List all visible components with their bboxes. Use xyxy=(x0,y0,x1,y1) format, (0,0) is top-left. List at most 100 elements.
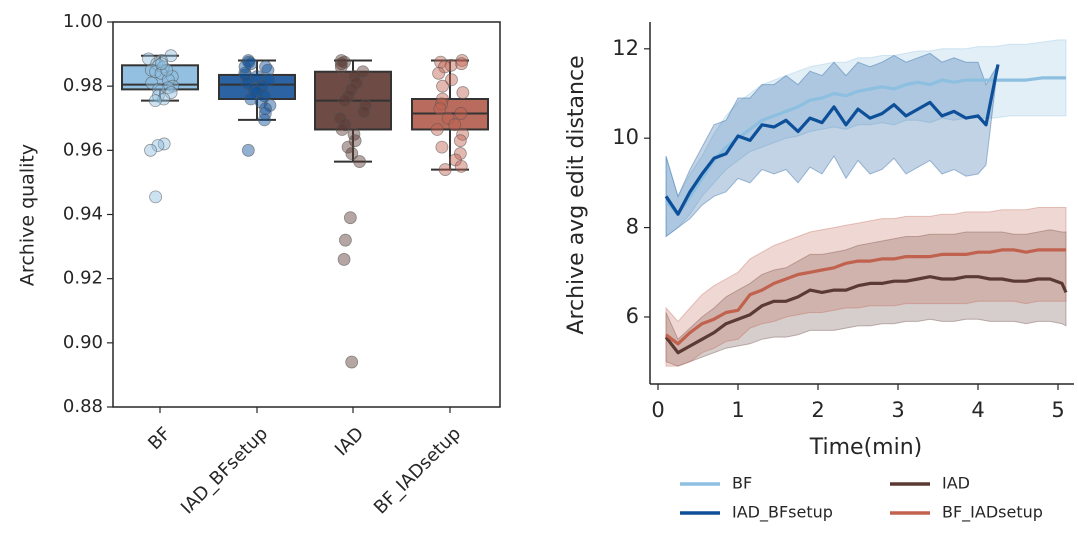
legend-label: BF xyxy=(732,474,752,493)
data-point xyxy=(157,92,171,106)
x-tick-label: BF xyxy=(144,423,175,454)
y-tick-label: 10 xyxy=(612,125,639,149)
data-point xyxy=(144,143,157,157)
right-x-axis-label: Time(min) xyxy=(809,435,923,460)
data-point xyxy=(241,143,255,157)
x-tick-label: 1 xyxy=(731,398,744,422)
y-tick-label: 0.98 xyxy=(63,75,103,96)
x-tick-label: BF_IADsetup xyxy=(370,423,465,518)
legend-entry-BF_IADsetup: BF_IADsetup xyxy=(890,503,1043,523)
data-point xyxy=(350,76,363,90)
legend-label: IAD_BFsetup xyxy=(732,503,833,523)
data-point xyxy=(433,102,447,116)
data-point xyxy=(356,65,370,79)
data-point xyxy=(335,123,349,136)
data-point xyxy=(455,57,468,71)
series-line-BF_IADsetup xyxy=(665,248,1066,346)
y-tick-label: 0.88 xyxy=(63,396,103,417)
y-tick-label: 8 xyxy=(626,215,639,239)
data-point xyxy=(454,107,468,120)
y-tick-label: 0.92 xyxy=(63,268,103,289)
y-tick-label: 1.00 xyxy=(63,11,103,32)
x-tick-label: 2 xyxy=(811,398,824,422)
data-point xyxy=(244,57,258,71)
data-point xyxy=(334,57,348,71)
data-point xyxy=(151,139,165,152)
data-point xyxy=(453,147,467,160)
ci-band-BF xyxy=(665,39,1067,238)
data-point xyxy=(430,123,444,136)
x-tick-label: IAD xyxy=(331,423,368,460)
data-point xyxy=(337,253,351,266)
data-point xyxy=(244,92,258,106)
data-point xyxy=(343,211,357,225)
series-line-BF xyxy=(664,76,1066,216)
legend-entry-BF: BF xyxy=(680,474,752,493)
ci-band-BF_IADsetup xyxy=(665,207,1067,367)
data-point xyxy=(454,159,468,173)
data-point xyxy=(436,92,449,106)
data-point xyxy=(453,134,467,148)
right-y-axis-label: Archive avg edit distance xyxy=(564,55,589,334)
box-BF_IADsetup xyxy=(411,54,489,176)
data-point xyxy=(164,86,178,99)
x-tick-label: 3 xyxy=(891,398,904,422)
left-y-axis-label: Archive quality xyxy=(17,144,39,286)
data-point xyxy=(262,73,276,87)
data-point xyxy=(261,63,275,77)
y-tick-label: 0.90 xyxy=(63,332,103,353)
data-point xyxy=(258,107,272,120)
data-point xyxy=(149,190,162,204)
data-point xyxy=(353,155,366,168)
data-point xyxy=(432,66,445,80)
data-point xyxy=(448,118,462,132)
data-point xyxy=(238,60,252,74)
legend-label: IAD xyxy=(942,474,970,493)
box-IAD_BFsetup xyxy=(218,54,296,157)
data-point xyxy=(145,76,159,90)
legend-entry-IAD: IAD xyxy=(890,474,970,493)
data-point xyxy=(258,113,271,127)
x-tick-label: 4 xyxy=(971,398,984,422)
x-tick-label: 5 xyxy=(1051,398,1064,422)
x-tick-label: 0 xyxy=(651,398,664,422)
ci-band-IAD xyxy=(665,229,1067,367)
data-point xyxy=(441,111,455,125)
x-tick-label: IAD_BFsetup xyxy=(177,423,272,518)
data-point xyxy=(333,111,347,125)
data-point xyxy=(155,57,168,71)
legend: BF IAD_BFsetup IAD BF_IADsetup xyxy=(680,474,1043,523)
data-point xyxy=(339,233,352,247)
ci-band-IAD_BFsetup xyxy=(665,52,999,238)
y-tick-label: 0.96 xyxy=(63,139,103,160)
data-point xyxy=(338,94,352,108)
data-point xyxy=(255,79,269,93)
y-tick-label: 0.94 xyxy=(63,204,103,225)
data-point xyxy=(259,102,272,116)
data-point xyxy=(345,147,359,160)
data-point xyxy=(160,63,174,77)
y-tick-label: 6 xyxy=(626,304,639,328)
data-point xyxy=(344,82,358,96)
box-IAD xyxy=(314,54,392,369)
data-point xyxy=(357,105,371,119)
data-point xyxy=(438,163,452,176)
data-point xyxy=(341,140,355,154)
archive-quality-boxplot: 0.88 0.90 0.92 0.94 0.96 0.98 1.00 BF IAD_BFsetu… xyxy=(63,11,501,518)
series-line-IAD xyxy=(664,275,1068,355)
data-point xyxy=(348,134,362,148)
data-point xyxy=(347,127,361,141)
data-point xyxy=(148,94,162,108)
data-point xyxy=(445,73,458,87)
box-BF xyxy=(121,49,199,204)
data-point xyxy=(435,97,448,111)
data-point xyxy=(456,86,470,99)
legend-entry-IAD_BFsetup: IAD_BFsetup xyxy=(680,503,833,523)
data-point xyxy=(258,89,271,103)
series-line-IAD_BFsetup xyxy=(664,64,1000,216)
data-point xyxy=(334,60,348,74)
data-point xyxy=(436,79,449,93)
data-point xyxy=(435,140,449,154)
data-point xyxy=(345,355,359,369)
